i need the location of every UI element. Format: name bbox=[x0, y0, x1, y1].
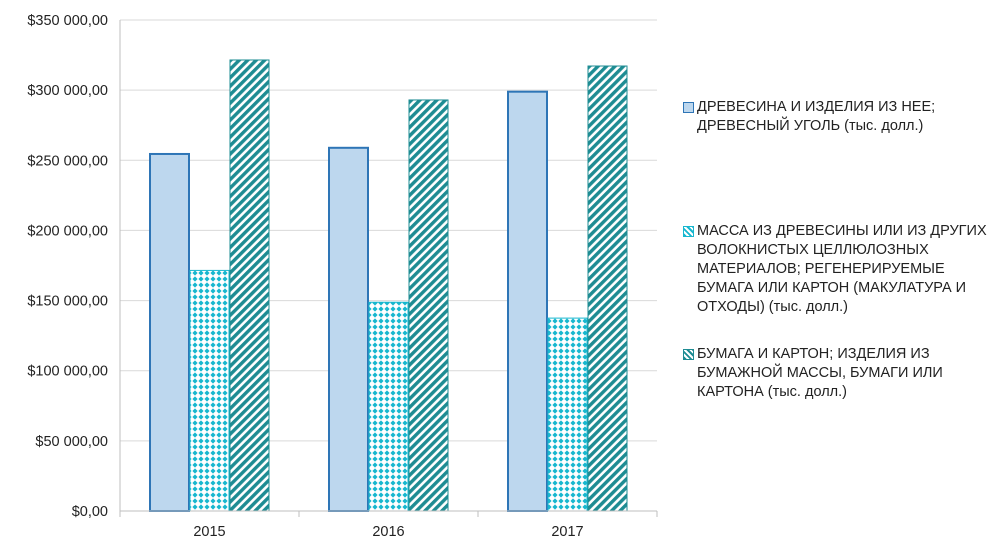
bar-2017-series-3 bbox=[587, 65, 628, 512]
bar-2016-series-1 bbox=[328, 146, 369, 512]
y-axis-tick-labels: $0,00 $50 000,00 $100 000,00 $150 000,00 $20… bbox=[27, 13, 108, 520]
bar-2015-series-2 bbox=[189, 269, 230, 512]
y-tick-label: $150 000,00 bbox=[27, 294, 108, 310]
legend-item-wood: ДРЕВЕСИНА И ИЗДЕЛИЯ ИЗ НЕЕ; ДРЕВЕСНЫЙ УГ… bbox=[683, 98, 1001, 136]
x-tick-label: 2017 bbox=[551, 524, 583, 540]
legend-item-pulp: МАССА ИЗ ДРЕВЕСИНЫ ИЛИ ИЗ ДРУГИХ ВОЛОКНИ… bbox=[683, 222, 1001, 317]
y-tick-label: $0,00 bbox=[72, 504, 108, 520]
legend-swatch-solid-icon bbox=[683, 102, 694, 113]
y-tick-label: $300 000,00 bbox=[27, 83, 108, 99]
bars bbox=[149, 59, 628, 512]
x-tick-label: 2015 bbox=[193, 524, 225, 540]
legend-label: БУМАГА И КАРТОН; ИЗДЕЛИЯ ИЗ БУМАЖНОЙ МАС… bbox=[697, 346, 943, 400]
y-tick-label: $250 000,00 bbox=[27, 153, 108, 169]
legend-swatch-diamond-icon bbox=[683, 226, 694, 237]
bar-2016-series-3 bbox=[408, 99, 449, 512]
y-tick-label: $50 000,00 bbox=[35, 434, 108, 450]
legend-swatch-diagonal-icon bbox=[683, 349, 694, 360]
legend-item-paper: БУМАГА И КАРТОН; ИЗДЕЛИЯ ИЗ БУМАЖНОЙ МАС… bbox=[683, 345, 1001, 402]
bar-2017-series-1 bbox=[507, 90, 548, 512]
y-tick-label: $350 000,00 bbox=[27, 13, 108, 29]
x-axis-tick-labels: 2015 2016 2017 bbox=[193, 524, 583, 540]
axes bbox=[119, 20, 658, 517]
bar-2015-series-3 bbox=[229, 59, 270, 512]
y-tick-label: $200 000,00 bbox=[27, 223, 108, 239]
bar-2015-series-1 bbox=[149, 152, 190, 512]
legend-label: МАССА ИЗ ДРЕВЕСИНЫ ИЛИ ИЗ ДРУГИХ ВОЛОКНИ… bbox=[697, 223, 987, 315]
bar-2016-series-2 bbox=[368, 301, 409, 512]
x-tick-label: 2016 bbox=[372, 524, 404, 540]
y-tick-label: $100 000,00 bbox=[27, 364, 108, 380]
legend-label: ДРЕВЕСИНА И ИЗДЕЛИЯ ИЗ НЕЕ; ДРЕВЕСНЫЙ УГ… bbox=[697, 99, 936, 134]
bar-2017-series-2 bbox=[547, 317, 588, 512]
